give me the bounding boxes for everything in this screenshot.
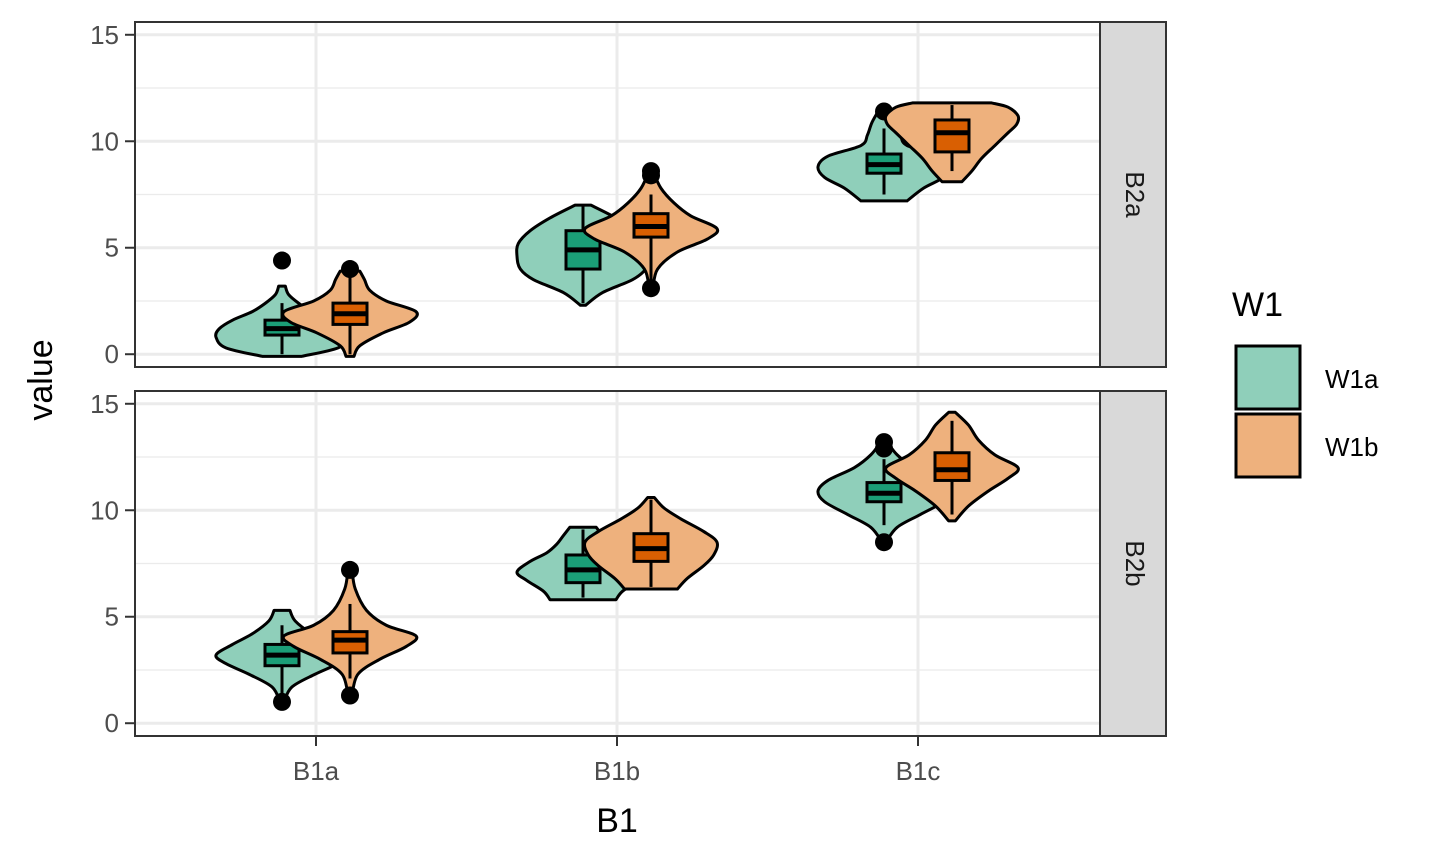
legend-key: [1234, 344, 1302, 411]
outlier-point: [273, 692, 291, 711]
y-tick-label: 10: [90, 495, 119, 525]
y-axis-title: value: [22, 339, 60, 420]
legend-item-W1b: W1b: [1234, 412, 1378, 479]
legend-label: W1b: [1325, 432, 1378, 462]
outlier-point: [875, 533, 893, 552]
outlier-point: [273, 251, 291, 270]
y-tick-label: 15: [90, 20, 119, 50]
legend-title: W1: [1232, 286, 1283, 324]
x-axis: B1a B1b B1c: [293, 736, 941, 786]
outlier-point: [875, 433, 893, 452]
legend-label: W1a: [1325, 364, 1379, 394]
x-axis-title: B1: [596, 802, 638, 840]
facet-strip: [1099, 390, 1167, 737]
facet-strip: [1099, 21, 1167, 368]
facet-panels: 0 5 10 15 B2a 0 5 10 15 B2b: [90, 20, 1167, 738]
outlier-point: [642, 162, 660, 181]
outlier-point: [341, 260, 359, 279]
y-tick-label: 5: [105, 602, 119, 632]
violin-group-B1a-W1b: [281, 260, 419, 358]
x-tick-label: B1b: [594, 756, 640, 786]
box: [933, 118, 971, 154]
legend: W1 W1a W1b: [1232, 286, 1379, 479]
legend-item-W1a: W1a: [1234, 344, 1379, 411]
y-tick-label: 10: [90, 126, 119, 156]
outlier-point: [341, 560, 359, 579]
y-tick-label: 0: [105, 708, 119, 738]
violin-group-B1b-W1b: [582, 162, 720, 298]
legend-key: [1234, 412, 1302, 479]
violin-group-B1c-W1b: [884, 410, 1020, 523]
y-tick-label: 0: [105, 339, 119, 369]
box: [933, 451, 971, 482]
violin-group-B1a-W1b: [281, 560, 419, 705]
facet-strip-label: B2a: [1120, 171, 1150, 218]
outlier-point: [341, 686, 359, 705]
x-tick-label: B1a: [293, 756, 340, 786]
y-tick-label: 15: [90, 389, 119, 419]
facet-strip-label: B2b: [1120, 540, 1150, 586]
facet-panel-B2b: 0 5 10 15 B2b: [90, 389, 1167, 738]
y-tick-label: 5: [105, 233, 119, 263]
violin-group-B1c-W1b: [883, 101, 1021, 184]
violin-group-B1b-W1b: [583, 495, 719, 591]
violin-group-B1a-W1a: [214, 608, 350, 711]
facet-panel-B2a: 0 5 10 15 B2a: [90, 20, 1167, 369]
outlier-point: [642, 279, 660, 298]
x-tick-label: B1c: [896, 756, 941, 786]
